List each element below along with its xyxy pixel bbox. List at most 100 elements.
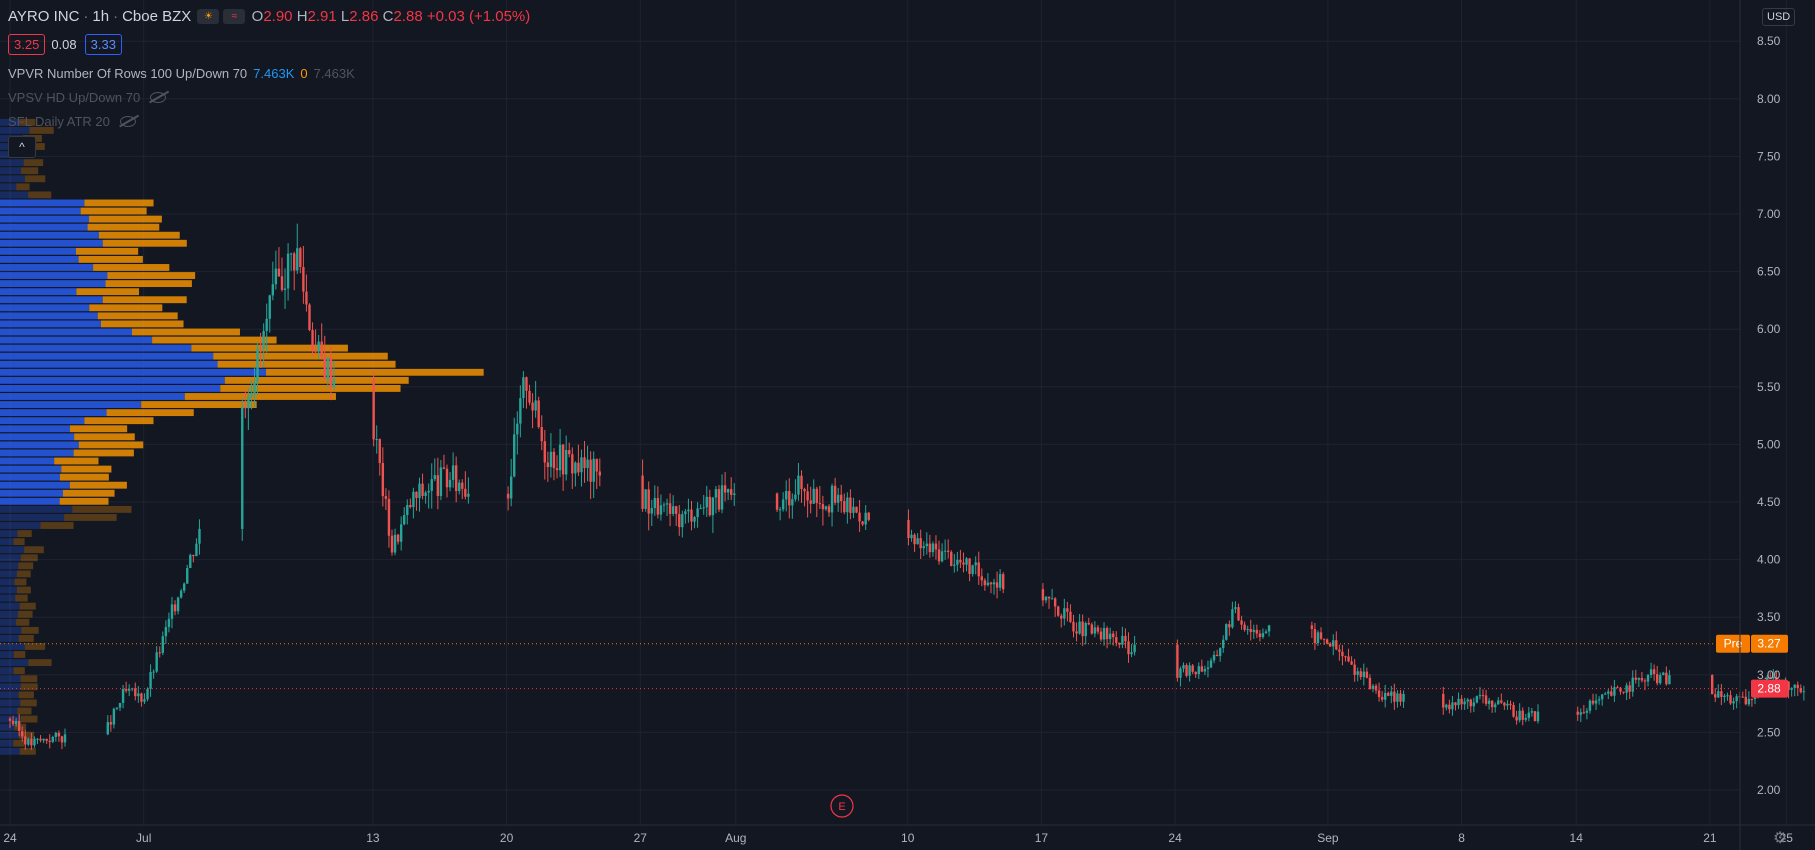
candle-body [864, 512, 867, 525]
candle-body [189, 554, 192, 569]
candle-body [1258, 633, 1262, 637]
candle-body [827, 506, 831, 513]
candle-body [830, 485, 834, 513]
vp-down-bar [213, 352, 388, 360]
vp-up-bar [0, 457, 55, 465]
vp-down-bar [80, 207, 147, 215]
atr-label: SFL Daily ATR 20 [8, 114, 110, 129]
vp-up-bar [0, 118, 20, 126]
vp-down-bar [40, 522, 74, 529]
candle-body [302, 267, 305, 292]
candle-body [595, 458, 598, 472]
candle-body [393, 534, 397, 553]
candle-body [1524, 717, 1527, 720]
vp-up-bar [0, 497, 60, 505]
candle-body [1112, 633, 1115, 638]
vp-down-bar [74, 433, 135, 441]
vp-up-bar [0, 199, 85, 207]
symbol-name[interactable]: AYRO INC [8, 8, 80, 25]
earnings-marker[interactable]: E [830, 794, 854, 818]
candle-body [852, 506, 855, 513]
candle-body [1744, 696, 1748, 705]
candle-body [1215, 654, 1219, 657]
gear-icon[interactable]: ⚙ [1773, 830, 1788, 847]
vp-down-bar [64, 514, 117, 521]
candle-body [106, 722, 109, 735]
vp-down-bar [21, 167, 39, 175]
sell-button[interactable]: 3.25 [8, 34, 46, 55]
candle-body [1585, 710, 1589, 713]
interval[interactable]: 1h [92, 8, 110, 25]
candle-body [937, 549, 941, 562]
indicator-vpsv[interactable]: VPSV HD Up/Down 70 [8, 90, 167, 105]
candle-body [867, 512, 870, 520]
candle-body [289, 253, 293, 255]
candle-body [326, 357, 330, 380]
candle-body [176, 597, 180, 612]
vp-up-bar [0, 231, 99, 239]
indicator-vpvr[interactable]: VPVR Number Of Rows 100 Up/Down 70 7.463K… [8, 66, 355, 81]
vp-down-bar [16, 183, 30, 191]
candle-body [1710, 675, 1714, 695]
candle-body [558, 444, 562, 471]
candle-body [940, 551, 944, 562]
vpvr-up-value: 7.463K [253, 66, 295, 81]
candle-body [1769, 677, 1772, 679]
candle-body [256, 348, 259, 383]
y-axis[interactable]: 2.00 2.50 3.00 3.50 4.00 4.50 5.00 5.50 6.00 6.50… [1739, 0, 1781, 850]
vp-down-bar [102, 296, 187, 304]
candle-body [702, 507, 705, 509]
candle-body [833, 485, 837, 503]
vp-up-bar [0, 570, 17, 578]
candle-body [1237, 607, 1240, 621]
high-value: 2.91 [307, 8, 337, 25]
buy-button[interactable]: 3.33 [84, 34, 122, 55]
candle-body [1234, 607, 1237, 610]
vp-up-bar [0, 344, 192, 352]
candle-body [968, 558, 971, 574]
candle-body [1500, 700, 1503, 703]
candle-body [1188, 665, 1191, 676]
vp-down-bar [13, 651, 26, 658]
candle-body [317, 341, 320, 352]
candle-body [179, 590, 183, 598]
candle-body [121, 688, 125, 703]
price-line-value: 2.88 [1757, 682, 1781, 696]
vp-up-bar [0, 643, 25, 650]
candle-body [406, 505, 409, 516]
candle-body [589, 459, 592, 482]
candle-body [1374, 685, 1378, 691]
candle-body [311, 330, 314, 351]
vp-down-bar [19, 747, 36, 755]
vp-up-bar [0, 578, 15, 586]
vp-down-bar [20, 554, 38, 562]
candle-body [592, 458, 595, 482]
candle-body [1619, 687, 1622, 692]
x-axis[interactable]: 24Jul132027Aug101724Sep8142125Oct [0, 824, 1815, 845]
candle-body [1072, 621, 1075, 632]
candle-body [723, 485, 727, 493]
candle-body [1466, 699, 1469, 702]
vp-down-bar [107, 272, 196, 279]
candle-body [253, 382, 256, 393]
indicator-atr[interactable]: SFL Daily ATR 20 [8, 114, 136, 129]
collapse-indicators-button[interactable]: ^ [8, 136, 36, 158]
hidden-eye-icon[interactable] [150, 92, 167, 103]
candle-body [1222, 639, 1225, 649]
vp-down-bar [20, 683, 38, 691]
candle-body [583, 457, 586, 469]
candle-body [1521, 710, 1524, 720]
candle-body [846, 497, 849, 513]
candle-body [247, 396, 250, 409]
candle-body [1802, 691, 1806, 693]
currency-button[interactable]: USD [1762, 8, 1796, 26]
vp-up-bar [0, 433, 75, 441]
hidden-eye-icon[interactable] [119, 116, 136, 127]
candle-body [1252, 629, 1255, 632]
candle-body [858, 512, 861, 522]
vp-down-bar [18, 634, 34, 642]
candle-body [943, 550, 947, 552]
candle-body [711, 497, 715, 516]
y-tick-label: 8.50 [1757, 34, 1781, 48]
